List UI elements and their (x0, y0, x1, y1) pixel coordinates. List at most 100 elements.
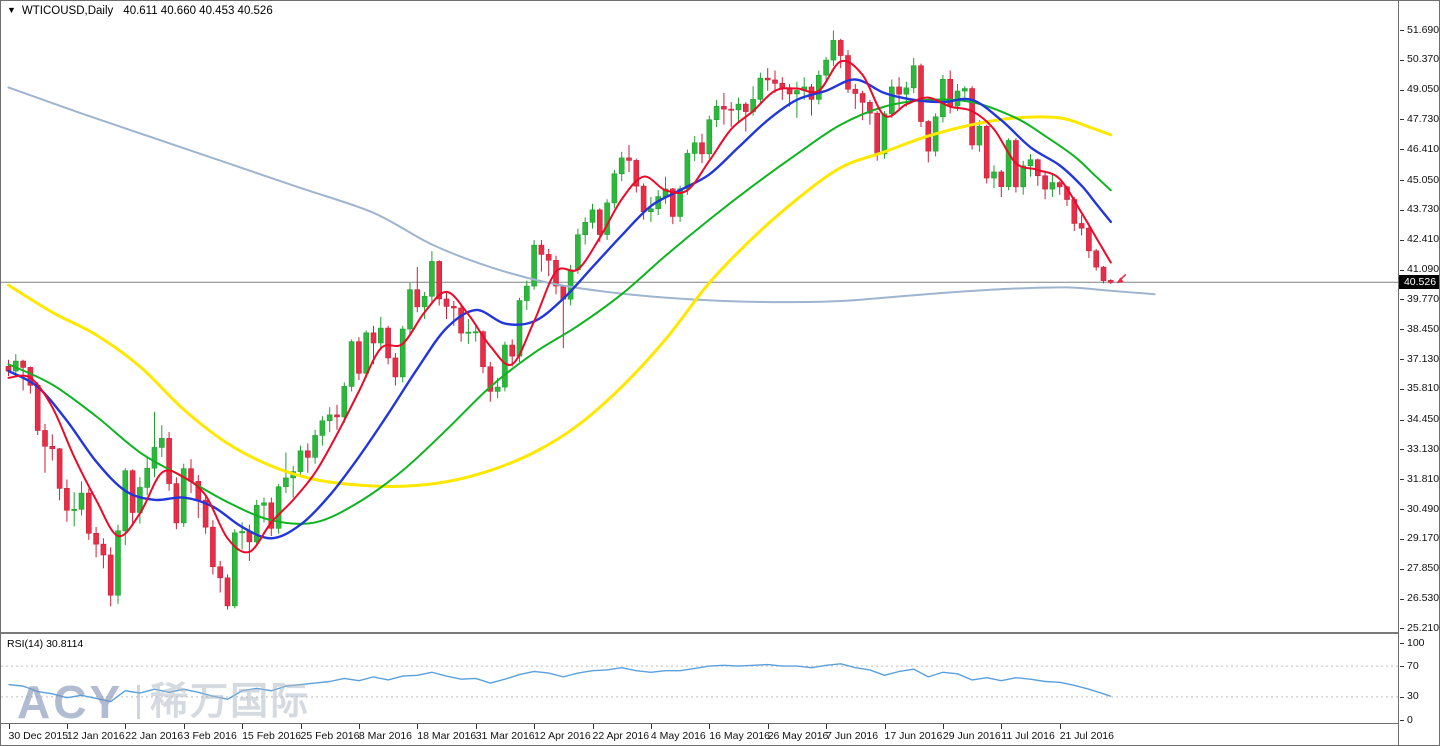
main-chart-panel[interactable] (1, 1, 1398, 633)
price-axis-label: 33.130 (1407, 442, 1440, 455)
current-price-tag: 40.526 (1399, 275, 1439, 290)
price-tick (1400, 119, 1404, 121)
date-tick (8, 724, 10, 729)
candlestick-chart[interactable] (1, 1, 1398, 633)
date-axis-label: 22 Jan 2016 (125, 730, 184, 742)
price-axis-label: 35.810 (1407, 382, 1440, 395)
date-axis-label: 12 Jan 2016 (66, 730, 125, 742)
watermark-divider (137, 685, 141, 719)
price-axis-label: 47.730 (1407, 112, 1440, 125)
date-axis-label: 17 Jun 2016 (884, 730, 943, 742)
rsi-indicator-panel[interactable] (1, 634, 1398, 723)
price-tick (1400, 598, 1404, 600)
price-tick (1400, 180, 1404, 182)
rsi-tick (1400, 666, 1404, 668)
date-axis-label: 31 Mar 2016 (475, 730, 535, 742)
ma-lightblue-slowest (7, 86, 1156, 304)
price-axis-label: 30.490 (1407, 502, 1440, 515)
price-axis-label: 45.050 (1407, 173, 1440, 186)
date-tick (183, 724, 185, 729)
price-tick (1400, 449, 1404, 451)
price-tick (1400, 628, 1404, 630)
date-axis[interactable]: 30 Dec 2015 12 Jan 2016 22 Jan 2016 3 Feb 2… (1, 723, 1398, 745)
date-axis-label: 3 Feb 2016 (183, 730, 237, 742)
date-axis-label: 26 May 2016 (767, 730, 829, 742)
date-tick (826, 724, 828, 729)
price-tick (1400, 538, 1404, 540)
price-axis-label: 39.770 (1407, 292, 1440, 305)
date-tick (66, 724, 68, 729)
ma-yellow-slow (7, 115, 1113, 489)
rsi-line (8, 663, 1112, 703)
date-axis-label: 18 Mar 2016 (417, 730, 477, 742)
date-axis-label: 8 Mar 2016 (358, 730, 413, 742)
date-tick (300, 724, 302, 729)
date-axis-label: 22 Apr 2016 (592, 730, 650, 742)
date-tick (942, 724, 944, 729)
price-axis-label: 26.530 (1407, 592, 1440, 605)
date-tick (650, 724, 652, 729)
date-tick (534, 724, 536, 729)
date-tick (592, 724, 594, 729)
price-tick (1400, 479, 1404, 481)
price-axis-label: 42.410 (1407, 233, 1440, 246)
price-axis-label: 41.090 (1407, 263, 1440, 276)
ma-blue-fast (7, 78, 1112, 540)
price-axis-label: 27.850 (1407, 562, 1440, 575)
price-tick (1400, 329, 1404, 331)
date-tick (1059, 724, 1061, 729)
price-axis-label: 46.410 (1407, 142, 1440, 155)
price-axis[interactable]: 51.690 50.370 49.050 47.730 46.410 45.050 43.7… (1398, 1, 1440, 745)
price-tick (1400, 509, 1404, 511)
date-axis-label: 12 Apr 2016 (534, 730, 591, 742)
date-tick (1001, 724, 1003, 729)
price-axis-label: 43.730 (1407, 203, 1440, 216)
ma-green-medium (7, 98, 1112, 525)
rsi-indicator-label: RSI(14) 30.8114 (7, 638, 84, 650)
date-axis-label: 21 Jul 2016 (1059, 730, 1114, 742)
price-tick (1400, 388, 1404, 390)
price-tick (1400, 59, 1404, 61)
price-tick (1400, 89, 1404, 91)
price-tick (1400, 239, 1404, 241)
price-tick (1400, 209, 1404, 211)
price-axis-label: 37.130 (1407, 352, 1440, 365)
date-tick (767, 724, 769, 729)
price-tick (1400, 269, 1404, 271)
rsi-tick (1400, 696, 1404, 698)
price-axis-label: 31.810 (1407, 472, 1440, 485)
date-axis-label: 15 Feb 2016 (242, 730, 302, 742)
rsi-axis-label: 30 (1407, 690, 1419, 703)
date-axis-label: 29 Jun 2016 (942, 730, 1001, 742)
price-tick (1400, 299, 1404, 301)
date-axis-label: 7 Jun 2016 (826, 730, 879, 742)
broker-watermark: ACY 稀万国际 (17, 679, 311, 725)
symbol-timeframe-label: WTICOUSD,Daily (21, 5, 114, 17)
rsi-tick (1400, 643, 1404, 644)
price-axis-label: 50.370 (1407, 53, 1440, 66)
date-tick (709, 724, 711, 729)
price-axis-label: 49.050 (1407, 83, 1440, 96)
date-tick (475, 724, 477, 729)
candles-layer (5, 30, 1114, 610)
price-axis-label: 25.210 (1407, 621, 1440, 634)
price-tick (1400, 30, 1404, 31)
collapse-triangle-icon[interactable]: ▼ (7, 5, 16, 15)
price-tick (1400, 359, 1404, 361)
watermark-chinese-text: 稀万国际 (150, 681, 311, 723)
rsi-tick (1400, 720, 1404, 721)
price-axis-label: 29.170 (1407, 532, 1440, 545)
date-tick (125, 724, 127, 729)
date-axis-label: 4 May 2016 (650, 730, 706, 742)
ohlc-readout: 40.611 40.660 40.453 40.526 (123, 5, 273, 17)
price-axis-label: 34.450 (1407, 413, 1440, 426)
date-tick (417, 724, 419, 729)
panel-splitter[interactable] (1, 632, 1398, 634)
price-tick (1400, 419, 1404, 421)
rsi-line-chart[interactable] (1, 634, 1398, 723)
date-axis-label: 16 May 2016 (709, 730, 771, 742)
chart-title: ▼ WTICOUSD,Daily 40.611 40.660 40.453 40.5… (7, 5, 273, 17)
date-tick (242, 724, 244, 729)
rsi-axis-label: 0 (1407, 713, 1413, 726)
date-axis-label: 25 Feb 2016 (300, 730, 360, 742)
